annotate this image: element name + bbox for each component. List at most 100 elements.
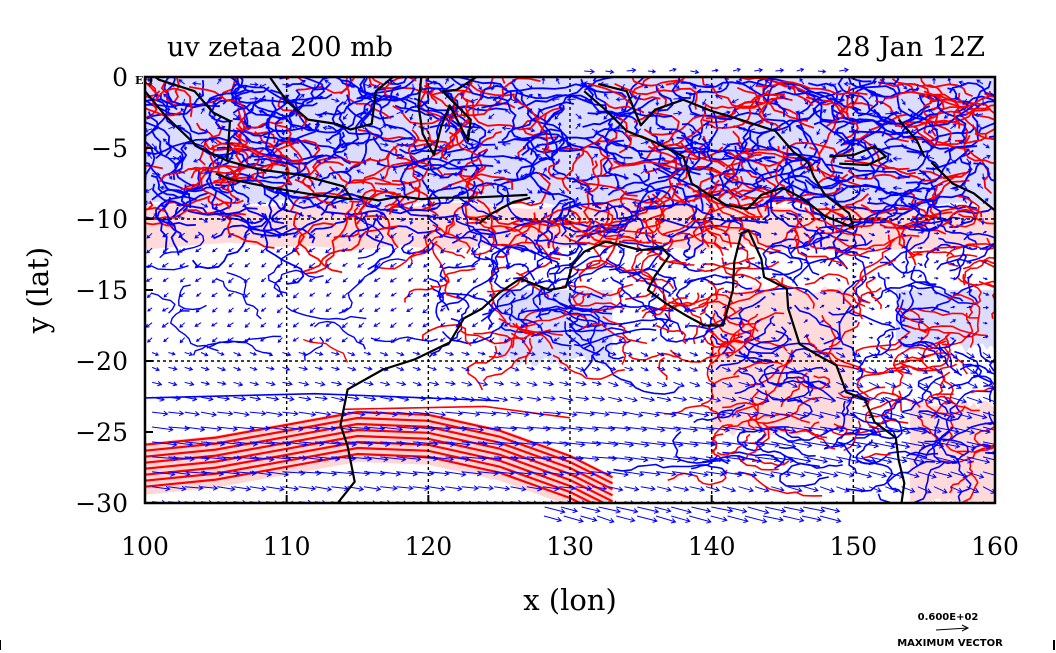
wind-vector xyxy=(373,83,381,89)
wind-vector xyxy=(260,277,267,283)
wind-vector xyxy=(868,411,890,419)
wind-vector xyxy=(819,304,825,309)
contour-squiggle xyxy=(407,129,420,163)
contour-squiggle xyxy=(832,432,882,447)
wind-vector xyxy=(168,410,185,417)
positive-fill-region xyxy=(145,199,995,252)
wind-vector xyxy=(246,173,251,181)
wind-vector xyxy=(461,366,470,372)
wind-vector xyxy=(960,128,968,135)
wind-vector xyxy=(747,506,770,515)
wind-vector xyxy=(510,411,530,417)
wind-vector xyxy=(722,169,731,175)
wind-vector xyxy=(868,366,878,373)
wind-vector xyxy=(738,77,742,85)
wind-vector xyxy=(176,202,185,207)
wind-vector xyxy=(673,471,694,477)
wind-vector xyxy=(200,138,207,145)
wind-vector xyxy=(445,380,456,387)
wind-vector xyxy=(314,411,332,417)
wind-vector xyxy=(591,141,601,147)
wind-vector xyxy=(159,185,169,191)
wind-vector xyxy=(901,335,909,339)
wind-vector xyxy=(178,247,186,253)
wind-vector xyxy=(619,292,625,298)
wind-vector xyxy=(787,352,796,358)
contour-squiggle xyxy=(793,219,847,268)
wind-vector xyxy=(439,232,446,239)
contour-squiggle xyxy=(439,252,482,283)
contour-squiggle xyxy=(145,98,178,111)
wind-vector xyxy=(494,455,519,461)
wind-vector xyxy=(591,470,612,477)
wind-vector xyxy=(868,247,876,252)
wind-vector xyxy=(249,351,258,356)
wind-vector xyxy=(575,395,590,402)
contour-squiggle xyxy=(333,206,360,239)
contour-squiggle xyxy=(970,387,995,394)
contour-squiggle xyxy=(716,433,751,456)
wind-vector xyxy=(640,140,650,145)
wind-vector xyxy=(616,515,636,523)
wind-vector xyxy=(488,307,495,312)
wind-vector xyxy=(689,396,704,403)
wind-vector xyxy=(966,305,972,309)
contour-squiggle xyxy=(150,292,176,314)
wind-vector xyxy=(151,93,159,100)
wind-vector xyxy=(819,83,827,89)
wind-vector xyxy=(624,351,633,357)
contour-squiggle xyxy=(987,451,995,455)
wind-vector xyxy=(276,247,283,253)
wind-vector xyxy=(803,381,816,388)
y-tick-label: −30 xyxy=(75,489,128,518)
contour-squiggle xyxy=(533,239,591,246)
wind-vector xyxy=(819,230,825,234)
contour-squiggle xyxy=(166,77,191,106)
wind-vector xyxy=(624,396,638,403)
wind-vector xyxy=(249,107,254,115)
wind-vector xyxy=(652,167,658,174)
wind-vector xyxy=(161,307,169,312)
wind-vector xyxy=(211,292,218,298)
wind-vector xyxy=(640,168,648,175)
wind-vector xyxy=(226,322,234,328)
wind-vector xyxy=(839,67,850,73)
wind-vector xyxy=(559,485,576,491)
wind-vector xyxy=(396,366,405,372)
wind-vector xyxy=(868,128,875,135)
contour-squiggle xyxy=(546,241,584,278)
wind-vector xyxy=(537,262,544,268)
wind-vector xyxy=(689,486,706,492)
wind-vector xyxy=(444,77,449,85)
wind-vector xyxy=(343,98,349,106)
wind-vector xyxy=(260,322,267,328)
contour-squiggle xyxy=(155,183,208,252)
wind-vector xyxy=(554,307,560,312)
contour-squiggle xyxy=(487,276,525,293)
wind-vector xyxy=(233,82,243,88)
wind-vector xyxy=(900,196,905,204)
wind-vector xyxy=(608,156,618,161)
wind-vector xyxy=(258,109,267,115)
wind-vector xyxy=(311,182,316,189)
contour-squiggle xyxy=(676,183,714,219)
wind-vector xyxy=(566,97,576,102)
wind-vector xyxy=(885,456,908,464)
wind-vector xyxy=(526,127,536,133)
contour-squiggle xyxy=(563,293,593,316)
wind-vector xyxy=(901,261,906,264)
wind-vector xyxy=(901,366,911,373)
wind-vector xyxy=(868,336,874,340)
wind-vector xyxy=(671,506,692,514)
wind-vector xyxy=(819,291,827,296)
wind-vector xyxy=(621,107,625,115)
wind-vector xyxy=(557,121,562,129)
contour-squiggle xyxy=(448,131,484,188)
wind-vector xyxy=(868,275,876,280)
wind-vector xyxy=(412,455,439,462)
wind-vector xyxy=(340,188,348,193)
wind-vector xyxy=(161,262,169,268)
contour-squiggle xyxy=(833,177,922,196)
wind-vector xyxy=(362,158,367,166)
wind-vector xyxy=(277,337,283,343)
